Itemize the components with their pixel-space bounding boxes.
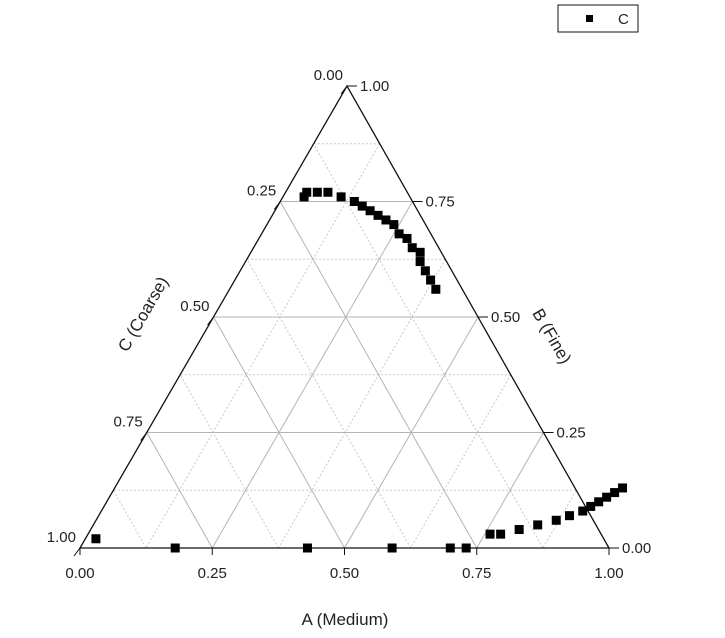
minor-gridline xyxy=(145,143,381,549)
data-point xyxy=(299,192,309,202)
series-c-points xyxy=(91,187,628,553)
minor-gridlines xyxy=(112,143,577,549)
a-axis-title: A (Medium) xyxy=(302,610,389,629)
data-point xyxy=(323,187,333,197)
c-tick-label: 1.00 xyxy=(47,529,76,546)
data-point xyxy=(389,220,399,230)
minor-gridline xyxy=(179,374,279,549)
legend-box xyxy=(557,4,639,33)
legend-marker-square-icon xyxy=(586,15,593,22)
a-tick-label: 0.75 xyxy=(462,565,491,582)
data-point xyxy=(312,187,322,197)
data-point xyxy=(594,497,604,507)
data-point xyxy=(461,543,471,553)
a-tick-label: 0.50 xyxy=(330,565,359,582)
legend: C xyxy=(557,4,639,33)
data-point xyxy=(496,529,506,539)
data-point xyxy=(445,543,455,553)
minor-gridline xyxy=(410,374,512,549)
data-point xyxy=(365,206,375,216)
data-point xyxy=(387,543,397,553)
b-tick-label: 0.25 xyxy=(557,425,586,442)
data-point xyxy=(394,229,404,239)
legend-label: C xyxy=(618,11,629,28)
data-point xyxy=(602,492,612,502)
data-point xyxy=(170,543,180,553)
tick-marks xyxy=(73,85,619,557)
data-point xyxy=(336,192,346,202)
data-point xyxy=(302,187,312,197)
a-tick-label: 1.00 xyxy=(594,565,623,582)
major-gridline xyxy=(476,432,544,549)
data-point xyxy=(357,201,367,211)
a-tick-label: 0.25 xyxy=(198,565,227,582)
b-tick-label: 0.50 xyxy=(491,309,520,326)
major-gridline xyxy=(344,316,479,549)
b-axis-tick-labels: 0.00 0.25 0.50 0.75 1.00 xyxy=(360,78,651,557)
data-point xyxy=(533,520,543,530)
c-tick-label: 0.75 xyxy=(114,414,143,431)
data-point xyxy=(565,511,574,521)
c-axis-title: C (Coarse) xyxy=(114,274,172,355)
minor-gridline xyxy=(112,490,147,549)
data-point xyxy=(578,506,588,516)
minor-gridline xyxy=(313,143,544,549)
b-tick-label: 0.75 xyxy=(426,194,455,211)
b-axis-title: B (Fine) xyxy=(528,305,575,367)
major-gridline xyxy=(279,201,478,549)
data-point xyxy=(415,247,425,257)
major-gridlines xyxy=(146,201,544,549)
data-point xyxy=(586,501,596,511)
data-point xyxy=(431,284,441,294)
data-point xyxy=(302,543,312,553)
data-point xyxy=(381,215,391,225)
data-point xyxy=(610,488,620,498)
c-tick-label: 0.50 xyxy=(180,298,209,315)
major-gridline xyxy=(211,201,413,549)
c-tick-mark xyxy=(340,85,348,95)
c-tick-mark xyxy=(73,547,81,557)
c-tick-label: 0.00 xyxy=(314,67,343,84)
c-tick-mark xyxy=(207,316,214,326)
data-point xyxy=(373,210,383,220)
c-axis-tick-labels: 0.00 0.25 0.50 0.75 1.00 xyxy=(47,67,343,546)
minor-gridline xyxy=(246,259,412,549)
c-tick-mark xyxy=(273,201,281,210)
a-tick-label: 0.00 xyxy=(65,565,94,582)
data-point xyxy=(618,483,628,493)
data-point xyxy=(485,529,495,539)
data-point xyxy=(349,197,359,206)
data-point xyxy=(407,243,417,253)
b-tick-label: 1.00 xyxy=(360,78,389,95)
b-tick-label: 0.00 xyxy=(622,540,651,557)
data-point xyxy=(514,525,524,535)
data-point xyxy=(551,515,561,525)
data-point xyxy=(426,275,436,285)
data-point xyxy=(91,534,101,544)
major-gridline xyxy=(146,432,213,549)
major-gridline xyxy=(213,316,345,549)
data-point xyxy=(415,257,425,267)
minor-gridline xyxy=(277,258,446,549)
c-tick-label: 0.25 xyxy=(247,183,276,200)
a-axis-tick-labels: 0.00 0.25 0.50 0.75 1.00 xyxy=(65,565,623,582)
data-point xyxy=(420,266,430,276)
c-tick-mark xyxy=(140,432,148,441)
data-point xyxy=(402,233,412,243)
